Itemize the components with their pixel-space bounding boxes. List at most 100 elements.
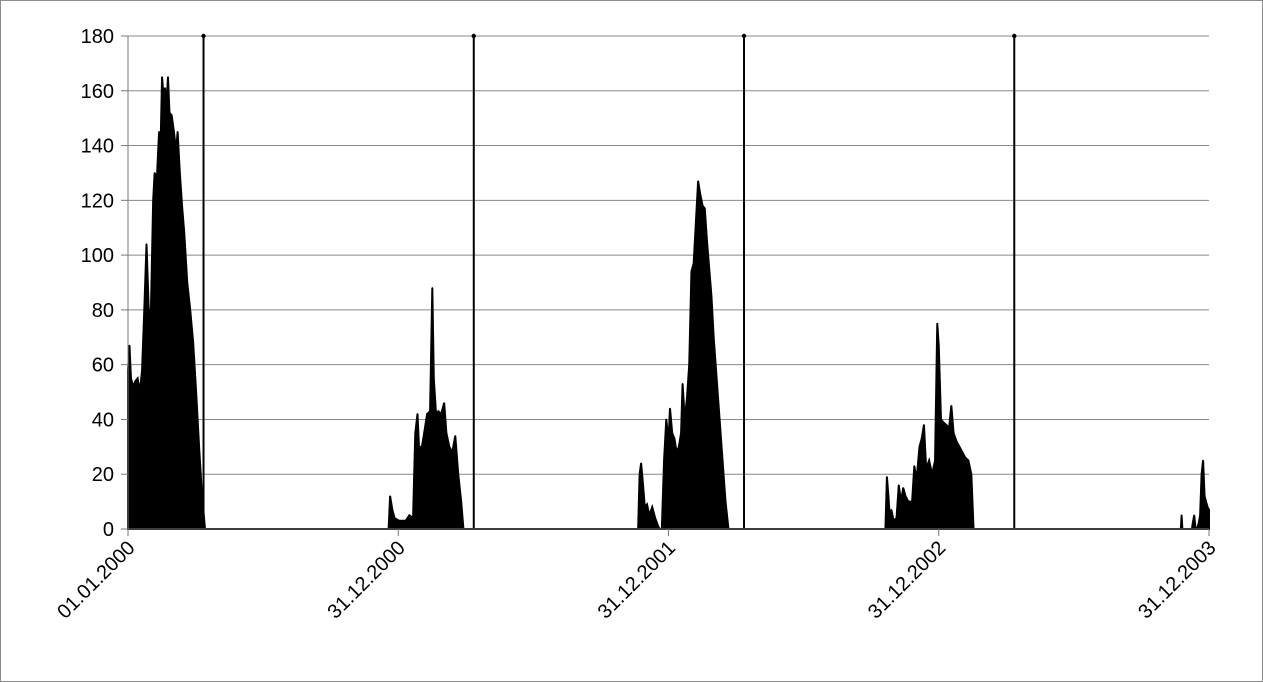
data-point — [923, 424, 925, 426]
data-point — [654, 517, 656, 519]
series-area-layer — [127, 76, 1210, 530]
data-point — [902, 487, 905, 489]
data-point — [646, 503, 648, 506]
data-point — [164, 87, 166, 89]
data-point — [412, 517, 414, 519]
data-point — [648, 514, 651, 517]
data-point — [460, 500, 462, 503]
data-point — [644, 506, 646, 508]
data-point — [665, 418, 668, 421]
data-point — [161, 76, 163, 78]
data-point — [907, 500, 910, 503]
data-point — [955, 440, 958, 443]
data-point — [937, 344, 940, 347]
data-point — [130, 377, 132, 380]
data-point — [175, 150, 177, 152]
data-point — [967, 459, 970, 462]
data-point — [391, 509, 394, 511]
x-tick-labels: 01.01.2000 31.12.2000 31.12.2001 31.12.2002… — [53, 537, 1220, 623]
data-point — [913, 465, 916, 467]
data-point — [421, 446, 423, 448]
y-tick-label: 80 — [92, 300, 114, 322]
data-point — [141, 369, 143, 371]
data-point — [440, 413, 442, 415]
series-area — [127, 77, 1210, 530]
data-point — [159, 144, 162, 147]
data-point — [688, 363, 691, 366]
data-point — [715, 377, 718, 380]
data-point — [886, 476, 888, 478]
data-point — [638, 473, 641, 476]
data-point — [183, 232, 186, 234]
data-point — [651, 506, 654, 508]
data-point — [669, 407, 671, 410]
data-point — [181, 205, 183, 207]
data-point — [173, 131, 175, 133]
data-point — [152, 199, 154, 202]
data-point — [398, 519, 400, 522]
data-point — [897, 484, 900, 486]
data-point — [457, 473, 460, 476]
data-point — [675, 451, 678, 454]
data-point — [1193, 514, 1195, 517]
data-point — [437, 410, 440, 413]
data-point — [186, 281, 189, 284]
data-point — [695, 221, 697, 224]
data-point — [710, 295, 713, 297]
x-tick-label: 31.12.2003 — [1134, 537, 1220, 623]
data-point — [690, 270, 693, 273]
data-point — [1206, 506, 1209, 508]
data-point — [389, 495, 391, 497]
data-point — [451, 451, 454, 454]
data-point — [170, 114, 173, 117]
data-point — [414, 432, 417, 434]
data-point — [663, 459, 665, 462]
data-point — [167, 76, 169, 78]
data-point — [448, 446, 451, 448]
data-point — [918, 446, 921, 448]
data-point — [1200, 473, 1203, 476]
data-point — [201, 495, 203, 497]
data-point — [701, 205, 704, 207]
y-tick-label: 140 — [81, 136, 114, 158]
axes — [121, 35, 1210, 536]
data-point — [443, 402, 445, 404]
data-point — [928, 459, 930, 462]
data-point — [139, 391, 141, 393]
gridlines — [128, 35, 1209, 475]
marker-cap — [1012, 33, 1017, 39]
y-tick-label: 0 — [103, 519, 114, 541]
data-point — [890, 509, 893, 511]
data-point — [640, 462, 642, 465]
data-point — [952, 432, 955, 434]
data-point — [950, 404, 953, 407]
data-point — [706, 240, 708, 243]
data-point — [195, 391, 197, 393]
marker-cap — [741, 33, 747, 39]
x-tick-label: 31.12.2001 — [594, 537, 680, 623]
y-tick-label: 40 — [92, 409, 114, 431]
data-point — [1191, 522, 1194, 525]
marker-lines — [201, 33, 1017, 529]
data-point — [158, 131, 160, 133]
data-point — [426, 413, 428, 415]
data-point — [964, 456, 967, 459]
data-point — [911, 500, 913, 503]
data-point — [147, 309, 150, 311]
data-point — [404, 519, 407, 522]
data-point — [165, 103, 168, 106]
data-point — [712, 336, 715, 339]
data-point — [680, 432, 682, 434]
data-point — [667, 440, 670, 443]
data-point — [961, 451, 964, 454]
data-point — [134, 380, 137, 382]
data-point — [703, 207, 706, 210]
data-point — [162, 95, 165, 98]
data-point — [1202, 459, 1204, 462]
data-point — [416, 413, 419, 415]
x-tick-label: 01.01.2000 — [53, 537, 139, 623]
data-point — [895, 517, 898, 519]
data-point — [429, 410, 431, 413]
data-point — [432, 377, 435, 380]
